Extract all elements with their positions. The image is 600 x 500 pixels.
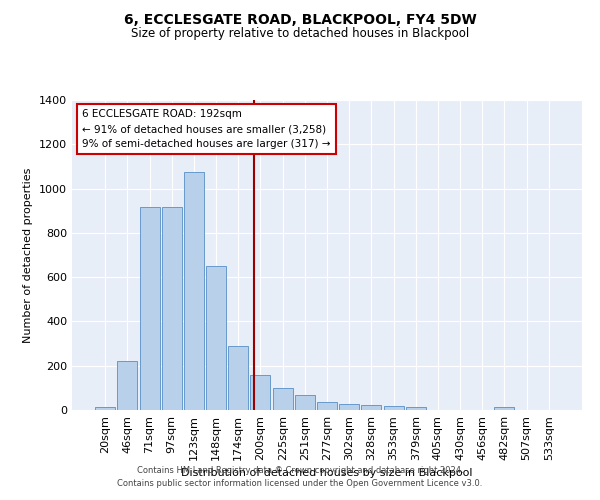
Bar — [228, 346, 248, 410]
Bar — [206, 266, 226, 410]
Bar — [118, 361, 137, 410]
X-axis label: Distribution of detached houses by size in Blackpool: Distribution of detached houses by size … — [181, 468, 473, 478]
Bar — [361, 405, 382, 410]
Text: Size of property relative to detached houses in Blackpool: Size of property relative to detached ho… — [131, 28, 469, 40]
Bar — [339, 404, 359, 410]
Bar — [383, 406, 404, 410]
Bar — [184, 172, 204, 410]
Text: Contains HM Land Registry data © Crown copyright and database right 2024.
Contai: Contains HM Land Registry data © Crown c… — [118, 466, 482, 487]
Bar — [272, 388, 293, 410]
Bar — [140, 208, 160, 410]
Bar — [162, 208, 182, 410]
Bar — [317, 402, 337, 410]
Bar — [406, 407, 426, 410]
Bar — [295, 395, 315, 410]
Text: 6 ECCLESGATE ROAD: 192sqm
← 91% of detached houses are smaller (3,258)
9% of sem: 6 ECCLESGATE ROAD: 192sqm ← 91% of detac… — [82, 110, 331, 149]
Bar — [250, 374, 271, 410]
Bar — [95, 406, 115, 410]
Text: 6, ECCLESGATE ROAD, BLACKPOOL, FY4 5DW: 6, ECCLESGATE ROAD, BLACKPOOL, FY4 5DW — [124, 12, 476, 26]
Y-axis label: Number of detached properties: Number of detached properties — [23, 168, 34, 342]
Bar — [494, 408, 514, 410]
